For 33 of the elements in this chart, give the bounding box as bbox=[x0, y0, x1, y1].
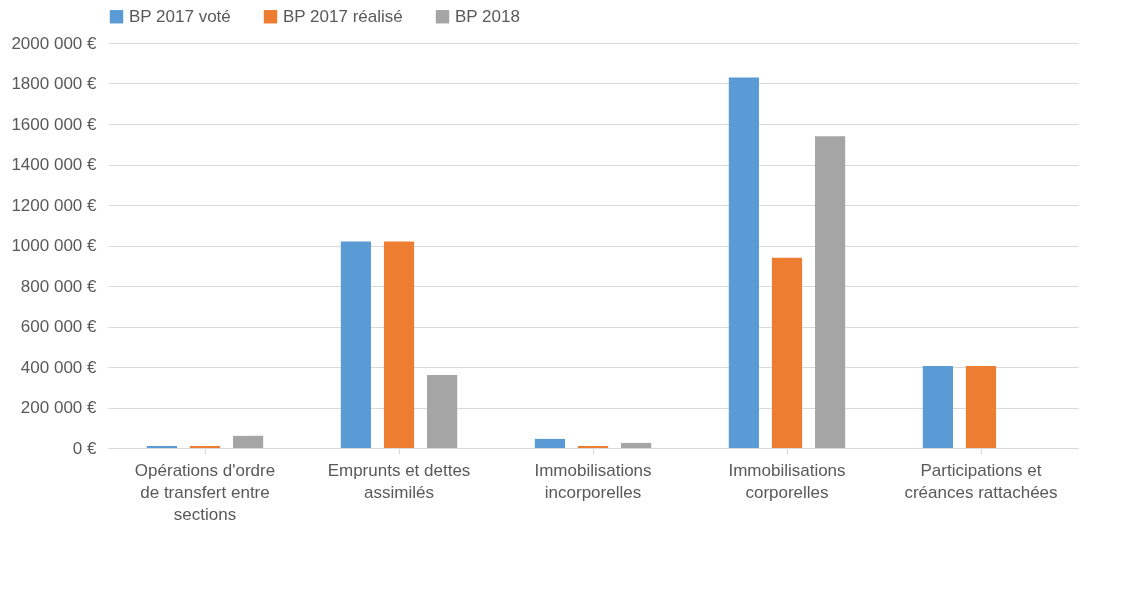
y-tick-label: 800 000 € bbox=[20, 276, 98, 296]
y-tick-label: 1200 000 € bbox=[11, 195, 98, 215]
bar bbox=[189, 445, 221, 448]
bar bbox=[340, 241, 371, 448]
legend-label: BP 2017 voté bbox=[129, 6, 231, 26]
bar bbox=[815, 136, 846, 448]
x-tick-label: Emprunts et dettes assimilés bbox=[327, 460, 471, 502]
bar bbox=[728, 77, 759, 448]
y-tick-label: 200 000 € bbox=[20, 398, 98, 417]
bar bbox=[146, 445, 177, 448]
y-tick-label: 0 € bbox=[72, 438, 98, 458]
bar bbox=[534, 438, 565, 448]
bar bbox=[922, 365, 953, 448]
y-tick-label: 1400 000 € bbox=[11, 155, 98, 174]
x-tick-label: Immobilisations corporelles bbox=[728, 460, 846, 502]
bar bbox=[577, 445, 609, 448]
y-tick-label: 2000 000 € bbox=[11, 33, 98, 53]
legend-label: BP 2018 bbox=[455, 6, 520, 26]
y-tick-label: 600 000 € bbox=[20, 317, 98, 336]
bar bbox=[427, 375, 458, 448]
x-tick-label: Participations et créances rattachées bbox=[904, 460, 1058, 502]
bar bbox=[965, 365, 997, 448]
y-tick-label: 1800 000 € bbox=[11, 74, 98, 93]
y-tick-label: 1600 000 € bbox=[11, 114, 98, 134]
bar bbox=[771, 257, 803, 448]
legend-label: BP 2017 réalisé bbox=[283, 6, 403, 26]
x-tick-label: Immobilisations incorporelles bbox=[534, 460, 652, 502]
bar bbox=[621, 442, 652, 448]
bar bbox=[233, 435, 264, 448]
bar bbox=[383, 241, 415, 448]
x-tick-label: Opérations d'ordre de transfert entre sections bbox=[134, 460, 276, 524]
y-tick-label: 1000 000 € bbox=[11, 236, 98, 255]
y-tick-label: 400 000 € bbox=[20, 357, 98, 377]
